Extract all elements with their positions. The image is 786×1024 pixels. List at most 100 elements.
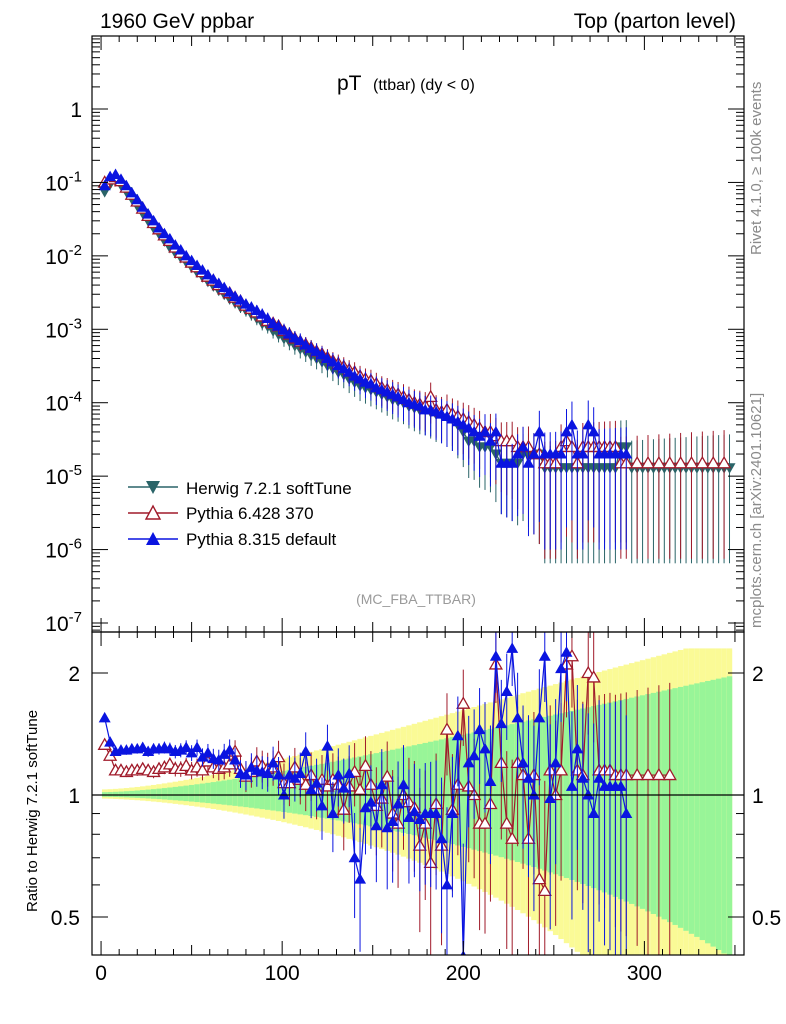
point-pythia8-85: [560, 425, 573, 437]
band-inner-107: [683, 685, 689, 931]
point-pythia8-25: [234, 294, 247, 305]
ratio-point-pythia8-48: [359, 801, 372, 813]
main-y-label-5: 10-5: [45, 462, 82, 489]
ratio-point-pythia8-56: [402, 811, 415, 822]
ratio-point-pythia6-37: [298, 777, 313, 790]
ratio-y-label-right-0.5: 0.5: [752, 907, 781, 930]
point-pythia8-49: [364, 377, 377, 389]
ratio-point-pythia8-64: [446, 807, 459, 819]
ratio-point-pythia6-47: [352, 782, 368, 795]
ratio-point-pythia8-40: [316, 799, 329, 811]
ratio-point-pythia8-72: [489, 650, 502, 661]
ratio-point-pythia8-86: [565, 780, 578, 791]
point-pythia8-34: [283, 328, 296, 339]
process-label: Top (parton level): [574, 10, 736, 33]
band-inner-97: [628, 697, 635, 904]
ratio-point-pythia8-31: [267, 756, 280, 768]
ratio-plot-frame: [91, 631, 745, 956]
ratio-point-pythia8-96: [620, 807, 633, 819]
point-pythia6-101: [673, 455, 688, 469]
ratio-point-pythia8-41: [321, 740, 334, 751]
main-y-label-7: 10-7: [45, 609, 82, 636]
point-pythia8-32: [272, 320, 285, 331]
point-pythia8-11: [158, 227, 171, 239]
point-pythia8-14: [174, 244, 187, 255]
point-pythia8-9: [147, 214, 160, 226]
legend-label-pythia6: Pythia 6.428 370: [186, 504, 314, 523]
point-pythia6-102: [684, 455, 699, 469]
point-pythia8-86: [565, 418, 578, 430]
ratio-point-pythia8-30: [261, 767, 274, 778]
band-inner-106: [677, 686, 684, 928]
point-pythia8-7: [136, 201, 149, 212]
series-line-herwig: [104, 180, 730, 469]
x-label-300: 300: [627, 962, 662, 985]
band-inner-17: [194, 784, 200, 803]
side-label-rivet: Rivet 4.1.0, ≥ 100k events: [748, 82, 765, 255]
band-inner-105: [672, 688, 678, 925]
ratio-point-pythia8-81: [538, 650, 551, 661]
band-inner-111: [705, 681, 711, 944]
analysis-id: (MC_FBA_TTBAR): [356, 591, 476, 607]
point-pythia8-78: [522, 457, 535, 468]
ratio-point-pythia8-90: [587, 807, 600, 819]
band-inner-115: [726, 676, 733, 955]
plot-title: pT (ttbar) (dy < 0): [337, 72, 475, 95]
ratio-point-pythia6-63: [439, 722, 455, 735]
point-pythia8-33: [277, 324, 290, 335]
point-pythia8-40: [316, 348, 329, 360]
main-y-tick-labels: 1 10-1 10-2 10-3 10-4 10-5 10-6 10-7: [45, 99, 82, 636]
ratio-point-pythia8-80: [533, 711, 546, 723]
axis-ticks: [92, 36, 744, 955]
main-series-group: [97, 168, 736, 564]
legend-entry-pythia8: Pythia 8.315 default: [128, 530, 337, 549]
ratio-point-pythia8-17: [191, 741, 204, 752]
legend-marker-pythia8: [146, 532, 160, 545]
ratio-y-tick-labels: 0.5 0.5 1 1 2 2: [51, 663, 781, 930]
ratio-point-pythia8-33: [277, 789, 290, 800]
ratio-point-pythia8-18: [196, 751, 209, 762]
ratio-point-pythia8-24: [229, 754, 242, 765]
ratio-point-pythia8-85: [560, 646, 573, 657]
ratio-point-pythia8-37: [299, 745, 312, 757]
point-pythia8-6: [131, 193, 144, 205]
band-inner-7: [139, 790, 146, 799]
ratio-point-pythia8-23: [223, 744, 236, 755]
band-inner-113: [715, 678, 722, 951]
point-pythia8-84: [555, 448, 568, 459]
ratio-point-pythia8-65: [451, 729, 464, 741]
ratio-point-pythia8-57: [408, 805, 421, 817]
point-pythia8-28: [250, 304, 263, 316]
point-pythia8-70: [479, 425, 492, 437]
ratio-point-pythia8-95: [614, 780, 627, 791]
main-y-label-0: 1: [70, 99, 82, 122]
band-inner-10: [156, 788, 162, 800]
ratio-point-pythia8-88: [576, 772, 589, 783]
ratio-point-pythia6-98: [640, 767, 656, 781]
series-pythia6: [97, 169, 732, 559]
ratio-point-pythia8-91: [593, 772, 606, 783]
ratio-y-label-left-0.5: 0.5: [51, 907, 80, 930]
point-pythia8-22: [218, 281, 231, 293]
ratio-point-pythia8-16: [185, 746, 198, 758]
ratio-point-pythia8-49: [364, 796, 377, 807]
band-inner-29: [259, 774, 265, 810]
band-inner-19: [205, 782, 211, 804]
ratio-series-pythia8: [98, 632, 633, 955]
band-inner-27: [248, 776, 255, 808]
ratio-point-pythia8-68: [468, 749, 481, 761]
band-inner-99: [639, 695, 646, 909]
band-inner-13: [172, 786, 179, 801]
point-pythia8-18: [196, 264, 209, 275]
band-inner-23: [226, 779, 233, 806]
point-pythia8-16: [185, 254, 198, 266]
band-inner-26: [243, 777, 249, 808]
band-inner-28: [254, 775, 260, 809]
ratio-point-pythia8-70: [479, 742, 492, 754]
ratio-point-pythia8-75: [506, 642, 519, 653]
band-inner-6: [134, 790, 140, 798]
ratio-point-pythia8-51: [375, 778, 388, 790]
point-pythia8-69: [473, 430, 486, 441]
ratio-point-pythia8-46: [348, 851, 361, 863]
point-pythia8-20: [207, 273, 220, 284]
